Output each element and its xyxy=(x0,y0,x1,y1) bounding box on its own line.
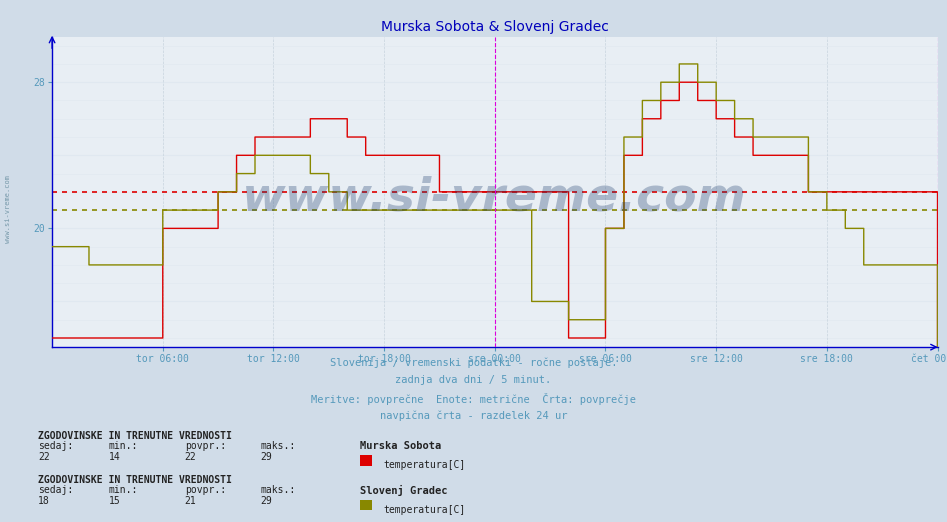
Text: povpr.:: povpr.: xyxy=(185,441,225,451)
Text: Slovenj Gradec: Slovenj Gradec xyxy=(360,485,447,496)
Text: navpična črta - razdelek 24 ur: navpična črta - razdelek 24 ur xyxy=(380,410,567,421)
Text: www.si-vreme.com: www.si-vreme.com xyxy=(5,175,10,243)
Text: maks.:: maks.: xyxy=(260,485,295,495)
Text: maks.:: maks.: xyxy=(260,441,295,451)
Text: 21: 21 xyxy=(185,496,196,506)
Text: ZGODOVINSKE IN TRENUTNE VREDNOSTI: ZGODOVINSKE IN TRENUTNE VREDNOSTI xyxy=(38,431,232,441)
Text: zadnja dva dni / 5 minut.: zadnja dva dni / 5 minut. xyxy=(396,375,551,385)
Text: ZGODOVINSKE IN TRENUTNE VREDNOSTI: ZGODOVINSKE IN TRENUTNE VREDNOSTI xyxy=(38,475,232,485)
Text: 14: 14 xyxy=(109,452,120,461)
Text: min.:: min.: xyxy=(109,485,138,495)
Text: Slovenija / vremenski podatki - ročne postaje.: Slovenija / vremenski podatki - ročne po… xyxy=(330,358,617,368)
Text: sedaj:: sedaj: xyxy=(38,485,73,495)
Text: Murska Sobota: Murska Sobota xyxy=(360,441,441,451)
Text: 29: 29 xyxy=(260,496,272,506)
Text: 29: 29 xyxy=(260,452,272,461)
Text: povpr.:: povpr.: xyxy=(185,485,225,495)
Text: 15: 15 xyxy=(109,496,120,506)
Text: temperatura[C]: temperatura[C] xyxy=(384,505,466,515)
Text: www.si-vreme.com: www.si-vreme.com xyxy=(242,175,747,221)
Text: sedaj:: sedaj: xyxy=(38,441,73,451)
Text: 18: 18 xyxy=(38,496,49,506)
Title: Murska Sobota & Slovenj Gradec: Murska Sobota & Slovenj Gradec xyxy=(381,20,609,34)
Text: 22: 22 xyxy=(185,452,196,461)
Text: Meritve: povprečne  Enote: metrične  Črta: povprečje: Meritve: povprečne Enote: metrične Črta:… xyxy=(311,393,636,405)
Text: min.:: min.: xyxy=(109,441,138,451)
Text: 22: 22 xyxy=(38,452,49,461)
Text: temperatura[C]: temperatura[C] xyxy=(384,460,466,470)
